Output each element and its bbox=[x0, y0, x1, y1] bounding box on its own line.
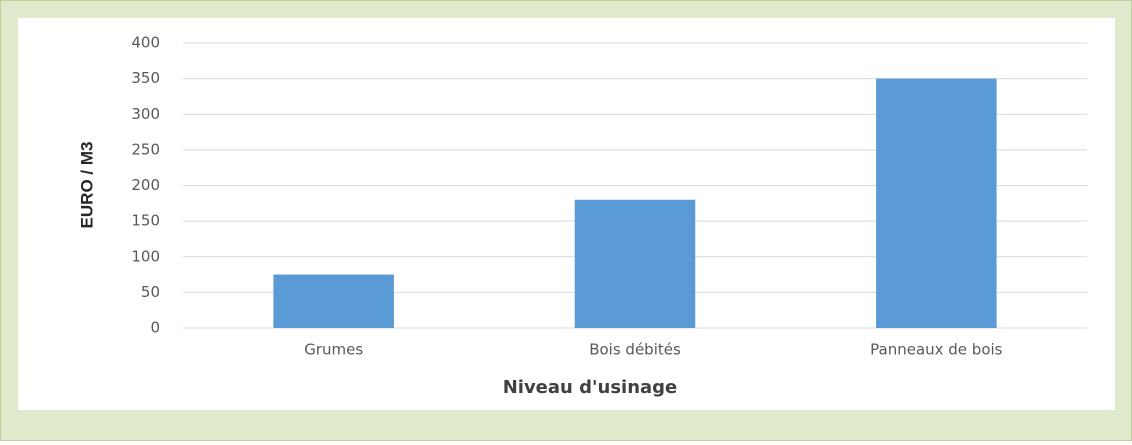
y-tick-label: 100 bbox=[131, 247, 160, 265]
bar bbox=[273, 274, 394, 328]
y-axis-title: EURO / M3 bbox=[77, 142, 96, 229]
x-tick-label: Panneaux de bois bbox=[870, 341, 1003, 359]
y-tick-label: 250 bbox=[131, 140, 160, 158]
y-tick-label: 150 bbox=[131, 212, 160, 230]
bar bbox=[574, 199, 696, 328]
y-tick-label: 0 bbox=[150, 319, 160, 337]
y-tick-label: 200 bbox=[131, 176, 160, 194]
x-tick-label: Bois débités bbox=[589, 341, 681, 359]
x-tick-label: Grumes bbox=[304, 341, 363, 359]
y-tick-label: 50 bbox=[141, 283, 160, 301]
bar bbox=[876, 78, 997, 328]
y-tick-label: 300 bbox=[131, 105, 160, 123]
y-tick-label: 400 bbox=[131, 34, 160, 52]
y-tick-label: 350 bbox=[131, 69, 160, 87]
x-axis-title: Niveau d'usinage bbox=[503, 377, 678, 398]
